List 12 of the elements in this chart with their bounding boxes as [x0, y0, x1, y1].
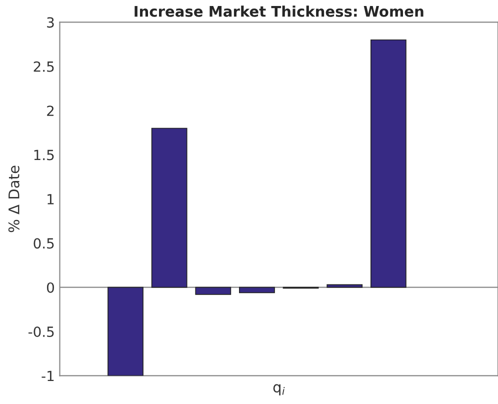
y-tick-label: 1.5: [34, 150, 54, 160]
y-tick-label: 0.5: [34, 238, 54, 249]
y-tick-label: 0: [46, 282, 54, 293]
y-axis-title: % Δ Date: [8, 166, 20, 232]
y-tick-label: 3: [47, 17, 54, 28]
x-axis-title: q$_{i}$: [273, 384, 285, 396]
y-tick-label: 2.5: [34, 61, 54, 72]
y-tick-label: -1: [42, 370, 54, 381]
chart-title: Increase Market Thickness: Women: [134, 6, 424, 17]
y-tick-label: -0.5: [28, 326, 54, 338]
y-tick-label: 2: [47, 106, 54, 116]
y-tick-label: 1: [48, 194, 54, 204]
